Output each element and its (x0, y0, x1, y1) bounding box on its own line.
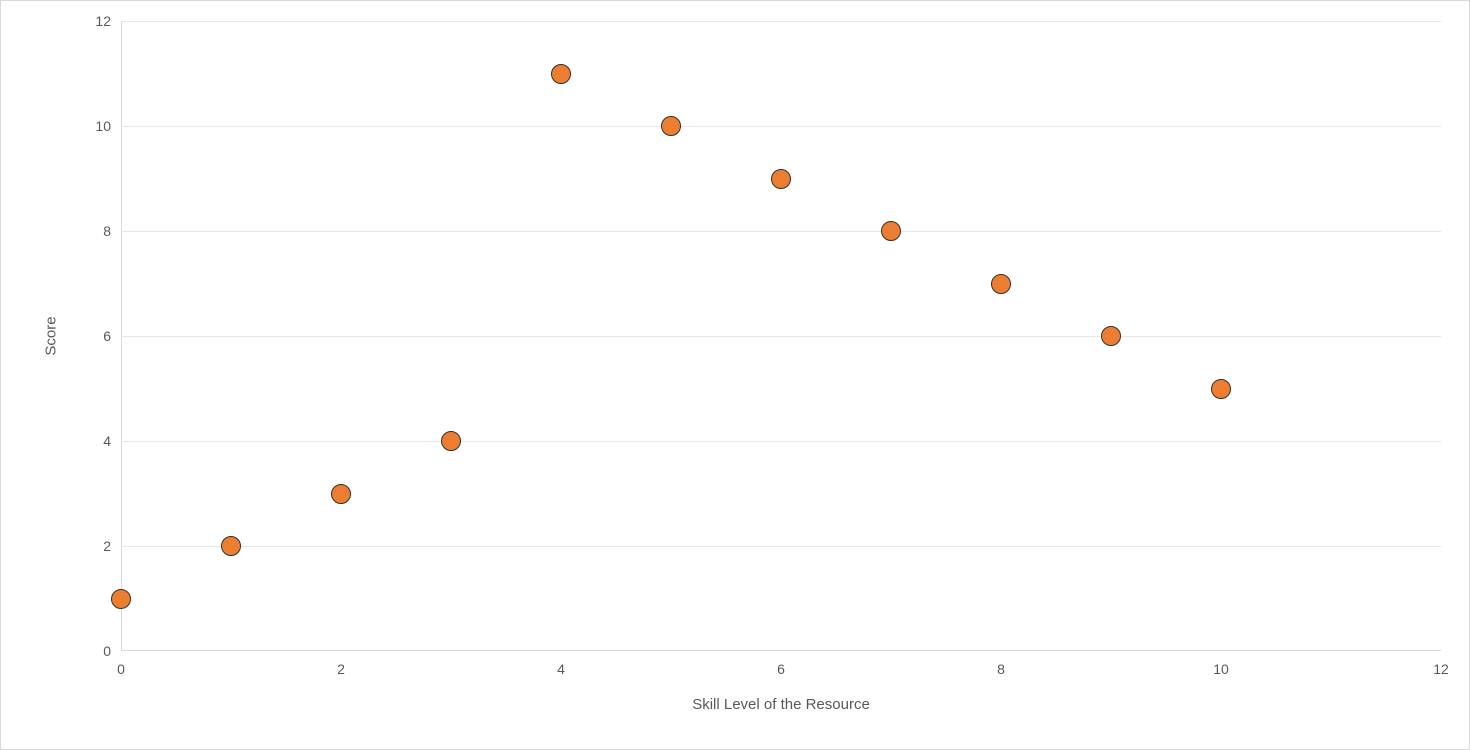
data-point (551, 64, 571, 84)
gridline (121, 546, 1441, 547)
x-axis-line (121, 650, 1441, 651)
gridline (121, 336, 1441, 337)
data-point (331, 484, 351, 504)
x-tick-label: 0 (117, 661, 125, 677)
data-point (1101, 326, 1121, 346)
x-tick-label: 10 (1213, 661, 1229, 677)
y-tick-label: 0 (103, 643, 111, 659)
y-axis-title: Score (43, 316, 60, 355)
x-tick-label: 12 (1433, 661, 1449, 677)
x-tick-label: 2 (337, 661, 345, 677)
y-tick-label: 2 (103, 538, 111, 554)
data-point (661, 116, 681, 136)
data-point (441, 431, 461, 451)
y-tick-label: 10 (95, 118, 111, 134)
x-axis-title: Skill Level of the Resource (692, 696, 870, 713)
x-tick-label: 8 (997, 661, 1005, 677)
y-tick-label: 8 (103, 223, 111, 239)
y-tick-label: 12 (95, 13, 111, 29)
data-point (1211, 379, 1231, 399)
gridline (121, 441, 1441, 442)
data-point (881, 221, 901, 241)
chart-container: 0 2 4 6 8 10 12 0 2 4 6 8 10 12 Score Skill Level of… (0, 0, 1470, 750)
data-point (991, 274, 1011, 294)
x-tick-label: 6 (777, 661, 785, 677)
gridline (121, 231, 1441, 232)
gridline (121, 126, 1441, 127)
plot-area (121, 21, 1441, 651)
gridline (121, 21, 1441, 22)
y-tick-label: 4 (103, 433, 111, 449)
data-point (111, 589, 131, 609)
data-point (771, 169, 791, 189)
x-tick-label: 4 (557, 661, 565, 677)
data-point (221, 536, 241, 556)
y-tick-label: 6 (103, 328, 111, 344)
